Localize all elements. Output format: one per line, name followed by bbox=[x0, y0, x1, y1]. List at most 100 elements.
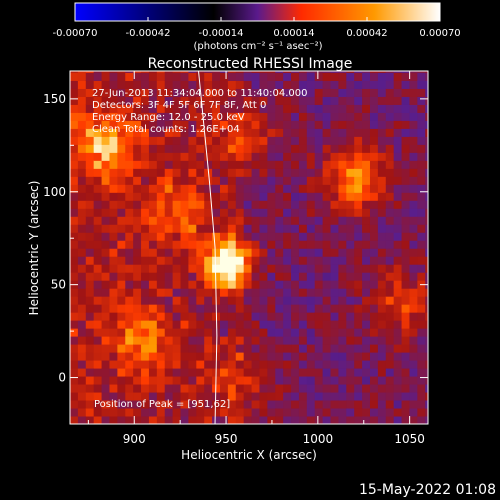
heatmap-cell bbox=[196, 192, 205, 201]
heatmap-cell bbox=[275, 320, 284, 329]
heatmap-cell bbox=[393, 80, 403, 89]
heatmap-cell bbox=[70, 184, 79, 193]
heatmap-cell bbox=[85, 248, 95, 257]
heatmap-cell bbox=[77, 144, 87, 153]
heatmap-cell bbox=[322, 72, 332, 81]
heatmap-cell bbox=[101, 416, 110, 424]
heatmap-cell bbox=[70, 80, 79, 89]
heatmap-cell bbox=[148, 184, 158, 193]
heatmap-cell bbox=[109, 80, 118, 89]
heatmap-cell bbox=[291, 344, 300, 353]
heatmap-cell bbox=[156, 416, 166, 424]
heatmap-cell bbox=[362, 192, 371, 201]
heatmap-cell bbox=[275, 136, 284, 145]
heatmap-cell bbox=[172, 112, 182, 121]
heatmap-cell bbox=[180, 152, 189, 161]
heatmap-cell bbox=[188, 280, 197, 289]
heatmap-cell bbox=[196, 96, 205, 105]
heatmap-cell bbox=[393, 312, 403, 321]
heatmap-cell bbox=[93, 104, 103, 113]
heatmap-cell bbox=[188, 296, 197, 305]
heatmap-cell bbox=[188, 72, 197, 81]
heatmap-cell bbox=[101, 72, 110, 81]
heatmap-cell bbox=[354, 328, 363, 337]
heatmap-cell bbox=[369, 336, 379, 345]
heatmap-cell bbox=[204, 280, 213, 289]
heatmap-cell bbox=[70, 176, 79, 185]
heatmap-cell bbox=[235, 96, 245, 105]
heatmap-cell bbox=[109, 192, 118, 201]
heatmap-cell bbox=[259, 208, 268, 217]
heatmap-cell bbox=[306, 376, 316, 385]
heatmap-cell bbox=[409, 248, 418, 257]
heatmap-cell bbox=[101, 320, 110, 329]
heatmap-cell bbox=[291, 256, 300, 265]
heatmap-cell bbox=[275, 288, 284, 297]
heatmap-cell bbox=[164, 312, 174, 321]
heatmap-cell bbox=[117, 184, 126, 193]
heatmap-cell bbox=[267, 104, 276, 113]
heatmap-cell bbox=[141, 336, 150, 345]
heatmap-cell bbox=[243, 256, 253, 265]
heatmap-cell bbox=[251, 336, 260, 345]
heatmap-cell bbox=[196, 416, 205, 424]
heatmap-cell bbox=[219, 96, 229, 105]
heatmap-cell bbox=[425, 144, 428, 153]
heatmap-cell bbox=[85, 208, 95, 217]
heatmap-cell bbox=[354, 280, 363, 289]
heatmap-cell bbox=[93, 368, 103, 377]
heatmap-cell bbox=[369, 144, 379, 153]
heatmap-cell bbox=[409, 352, 418, 361]
heatmap-cell bbox=[180, 96, 189, 105]
heatmap-cell bbox=[172, 280, 182, 289]
heatmap-cell bbox=[188, 71, 197, 73]
colorbar-tick-label: 0.00070 bbox=[419, 28, 460, 39]
heatmap-cell bbox=[259, 176, 268, 185]
heatmap-cell bbox=[377, 288, 387, 297]
heatmap-cell bbox=[101, 248, 110, 257]
heatmap-cell bbox=[401, 80, 410, 89]
heatmap-cell bbox=[377, 120, 387, 129]
heatmap-cell bbox=[267, 224, 276, 233]
heatmap-cell bbox=[148, 328, 158, 337]
heatmap-cell bbox=[109, 128, 118, 137]
heatmap-cell bbox=[267, 376, 276, 385]
heatmap-cell bbox=[346, 256, 355, 265]
heatmap-cell bbox=[354, 200, 363, 209]
heatmap-cell bbox=[369, 208, 379, 217]
heatmap-cell bbox=[425, 208, 428, 217]
heatmap-cell bbox=[180, 384, 189, 393]
heatmap-cell bbox=[267, 96, 276, 105]
heatmap-cell bbox=[259, 416, 268, 424]
heatmap-cell bbox=[180, 288, 189, 297]
heatmap-cell bbox=[346, 352, 355, 361]
heatmap-cell bbox=[275, 264, 284, 273]
heatmap-cell bbox=[235, 280, 245, 289]
heatmap-cell bbox=[204, 88, 213, 97]
heatmap-cell bbox=[101, 288, 110, 297]
heatmap-cell bbox=[298, 136, 308, 145]
heatmap-cell bbox=[322, 304, 332, 313]
heatmap-cell bbox=[369, 280, 379, 289]
heatmap-cell bbox=[298, 360, 308, 369]
heatmap-cell bbox=[85, 184, 95, 193]
heatmap-cell bbox=[417, 328, 426, 337]
heatmap-cell bbox=[125, 272, 134, 281]
heatmap-cell bbox=[409, 328, 418, 337]
heatmap-cell bbox=[117, 344, 126, 353]
heatmap-cell bbox=[125, 128, 134, 137]
heatmap-cell bbox=[362, 240, 371, 249]
heatmap-cell bbox=[425, 336, 428, 345]
heatmap-cell bbox=[377, 112, 387, 121]
heatmap-cell bbox=[70, 336, 79, 345]
heatmap-cell bbox=[109, 136, 118, 145]
heatmap-cell bbox=[330, 328, 339, 337]
heatmap-cell bbox=[251, 152, 260, 161]
heatmap-cell bbox=[306, 216, 316, 225]
heatmap-cell bbox=[204, 400, 213, 409]
heatmap-cell bbox=[322, 160, 332, 169]
heatmap-cell bbox=[369, 112, 379, 121]
heatmap-cell bbox=[314, 120, 324, 129]
heatmap-cell bbox=[409, 288, 418, 297]
heatmap-cell bbox=[156, 248, 166, 257]
